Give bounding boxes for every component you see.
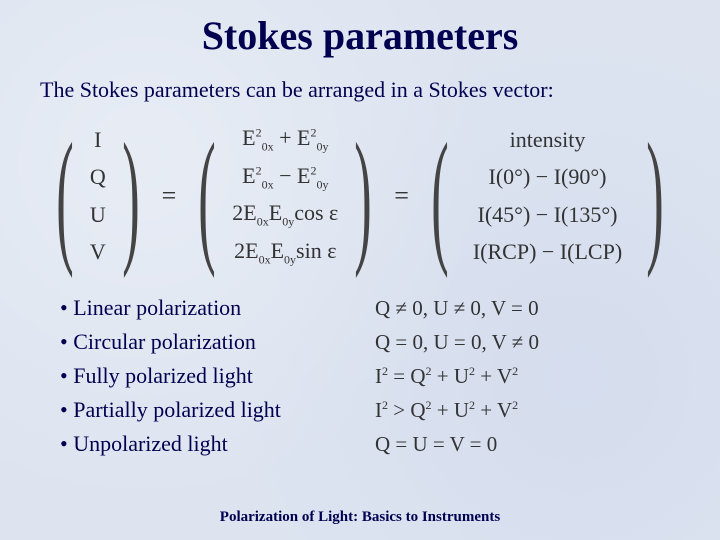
cond-fully: I2 = Q2 + U2 + V2 — [375, 359, 680, 393]
vector-amplitudes: E20x + E20y E20x − E20y 2E0xE0ycos ε 2E0… — [232, 121, 338, 271]
intro-text: The Stokes parameters can be arranged in… — [0, 59, 720, 113]
cond-circular: Q = 0, U = 0, V ≠ 0 — [375, 325, 680, 359]
lparen-2: ( — [199, 121, 216, 271]
eq-row2: E20x − E20y — [232, 163, 338, 192]
eq-V: V — [90, 239, 106, 265]
equals-1: = — [156, 181, 183, 211]
vector-intensities: intensity I(0°) − I(90°) I(45°) − I(135°… — [465, 121, 630, 271]
vector-iquv: I Q U V — [90, 121, 106, 271]
eq-row3: 2E0xE0ycos ε — [232, 200, 338, 229]
lparen-3: ( — [431, 121, 448, 271]
rparen-1: ) — [122, 121, 139, 271]
cond-unpolarized: Q = U = V = 0 — [375, 427, 680, 461]
cond-partially: I2 > Q2 + U2 + V2 — [375, 393, 680, 427]
bullet-unpolarized: • Unpolarized light — [60, 427, 375, 461]
bullet-circular: • Circular polarization — [60, 325, 375, 359]
eq-row1: E20x + E20y — [232, 125, 338, 154]
slide-title: Stokes parameters — [0, 0, 720, 59]
lower-section: • Linear polarization • Circular polariz… — [0, 285, 720, 461]
eq-U: U — [90, 202, 106, 228]
eq-int-row2: I(0°) − I(90°) — [473, 164, 622, 190]
eq-int-row1: intensity — [473, 127, 622, 153]
footer-text: Polarization of Light: Basics to Instrum… — [0, 509, 720, 526]
rparen-3: ) — [646, 121, 663, 271]
eq-I: I — [90, 127, 106, 153]
cond-linear: Q ≠ 0, U ≠ 0, V = 0 — [375, 291, 680, 325]
eq-int-row3: I(45°) − I(135°) — [473, 202, 622, 228]
eq-Q: Q — [90, 164, 106, 190]
bullet-partially: • Partially polarized light — [60, 393, 375, 427]
stokes-equation: ( I Q U V ) = ( E20x + E20y E20x − E20y … — [0, 113, 720, 285]
bullet-list: • Linear polarization • Circular polariz… — [60, 291, 375, 461]
eq-int-row4: I(RCP) − I(LCP) — [473, 239, 622, 265]
eq-row4: 2E0xE0ysin ε — [232, 238, 338, 267]
bullet-linear: • Linear polarization — [60, 291, 375, 325]
conditions-list: Q ≠ 0, U ≠ 0, V = 0 Q = 0, U = 0, V ≠ 0 … — [375, 291, 680, 461]
rparen-2: ) — [355, 121, 372, 271]
equals-2: = — [388, 181, 415, 211]
lparen-1: ( — [56, 121, 73, 271]
bullet-fully: • Fully polarized light — [60, 359, 375, 393]
